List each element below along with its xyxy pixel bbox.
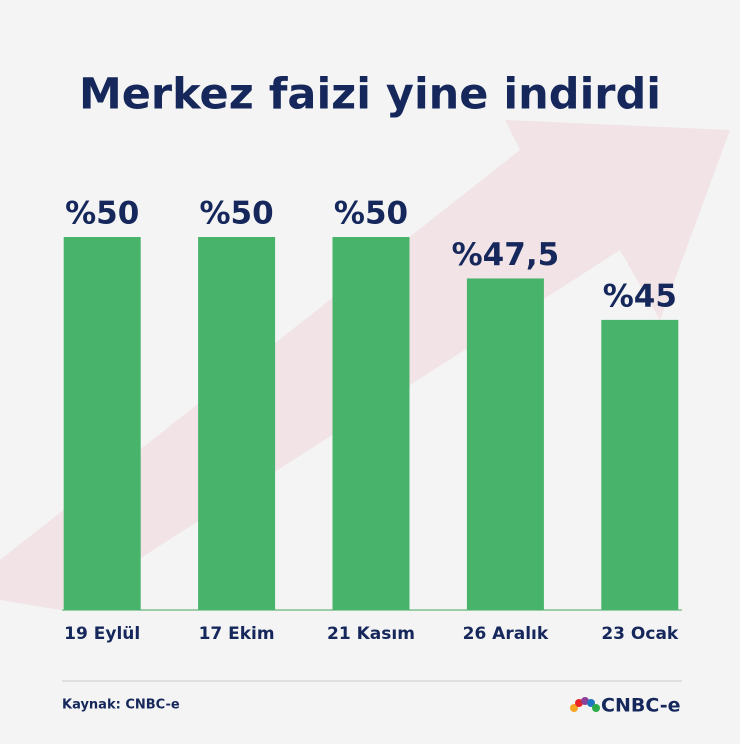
- x-tick-label: 26 Aralık: [463, 624, 549, 644]
- logo-icon: [570, 697, 600, 712]
- bar: [63, 237, 141, 610]
- x-tick-label: 17 Ekim: [199, 624, 275, 644]
- value-label: %50: [334, 196, 408, 232]
- bar: [601, 319, 679, 610]
- logo-text: CNBC-e: [601, 695, 680, 717]
- x-tick-label: 23 Ocak: [601, 624, 679, 644]
- value-label: %50: [65, 196, 139, 232]
- bar: [332, 237, 410, 610]
- bar: [466, 278, 544, 610]
- value-label: %47,5: [452, 237, 560, 273]
- chart-title: Merkez faizi yine indirdi: [79, 70, 661, 120]
- value-label: %45: [603, 278, 677, 314]
- value-label: %50: [199, 196, 273, 232]
- x-tick-label: 19 Eylül: [64, 624, 140, 644]
- bar: [198, 237, 276, 610]
- x-tick-label: 21 Kasım: [327, 624, 415, 644]
- source: Kaynak: CNBC-e: [62, 698, 180, 713]
